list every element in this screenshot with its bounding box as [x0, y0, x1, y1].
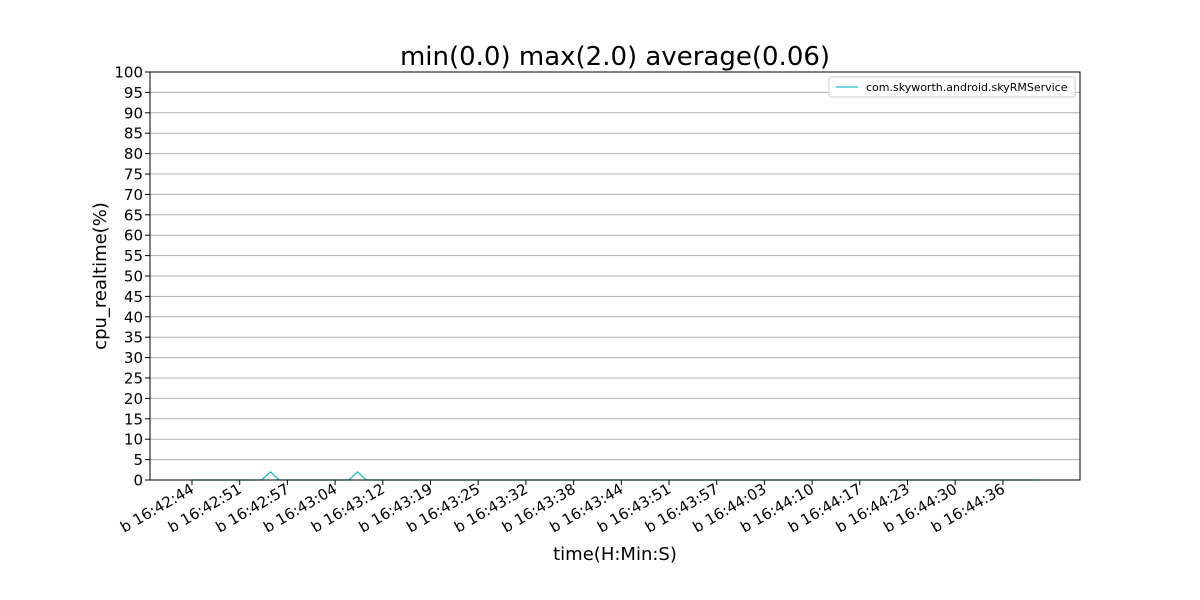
x-axis-label: time(H:Min:S): [553, 544, 677, 565]
y-tick-label: 95: [124, 84, 143, 102]
plot-frame: [149, 71, 1081, 481]
y-tick-label: 100: [114, 64, 143, 82]
y-tick-label: 10: [124, 431, 143, 449]
y-tick-label: 60: [124, 227, 143, 245]
y-axis-ticks: 0 5 10 15 20 25 30 35 40 45 50 55 60 65 70 75 80 85 90 95 10…: [114, 64, 150, 490]
y-tick-label: 45: [124, 288, 143, 306]
y-tick-label: 65: [124, 206, 143, 224]
y-axis-label: cpu_realtime(%): [90, 202, 111, 350]
y-tick-label: 55: [124, 247, 143, 265]
y-tick-label: 25: [124, 370, 143, 388]
y-tick-label: 85: [124, 125, 143, 143]
y-tick-label: 90: [124, 104, 143, 122]
legend-label: com.skyworth.android.skyRMService: [866, 81, 1068, 94]
y-tick-label: 20: [124, 390, 143, 408]
grid-lines: [150, 71, 1080, 481]
y-tick-label: 80: [124, 145, 143, 163]
series-layer: [192, 471, 1037, 481]
y-tick-label: 5: [133, 451, 143, 469]
legend-box: [828, 76, 1076, 98]
legend: com.skyworth.android.skyRMService: [828, 76, 1076, 98]
x-axis-ticks: b 16:42:44b 16:42:51b 16:42:57b 16:43:04…: [117, 480, 1008, 536]
series-line: [192, 471, 1037, 481]
y-tick-label: 30: [124, 349, 143, 367]
y-tick-label: 70: [124, 186, 143, 204]
y-tick-label: 15: [124, 410, 143, 428]
y-tick-label: 75: [124, 166, 143, 184]
y-tick-label: 35: [124, 329, 143, 347]
y-tick-label: 50: [124, 268, 143, 286]
chart-title: min(0.0) max(2.0) average(0.06): [400, 42, 830, 72]
y-tick-label: 0: [133, 472, 143, 490]
y-tick-label: 40: [124, 308, 143, 326]
